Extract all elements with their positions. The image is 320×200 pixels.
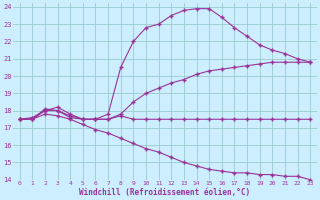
X-axis label: Windchill (Refroidissement éolien,°C): Windchill (Refroidissement éolien,°C) — [79, 188, 251, 197]
